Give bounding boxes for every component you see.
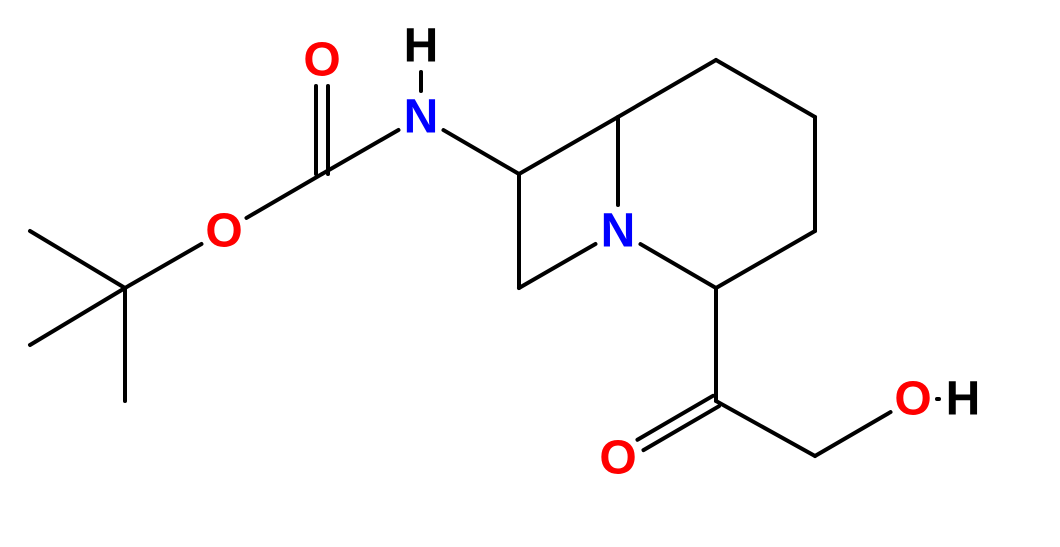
chemical-structure-diagram: OONHNOOH — [0, 0, 1060, 547]
atom-n12-N: N — [601, 205, 636, 258]
atom-h22-H: H — [946, 373, 981, 426]
atom-h9-H: H — [404, 20, 439, 73]
atom-o7-O: O — [303, 34, 340, 87]
atom-o19-O: O — [599, 432, 636, 485]
background — [0, 0, 1060, 547]
atom-o21-O: O — [894, 373, 931, 426]
atom-n8-N: N — [404, 91, 439, 144]
atom-o5-O: O — [205, 205, 242, 258]
